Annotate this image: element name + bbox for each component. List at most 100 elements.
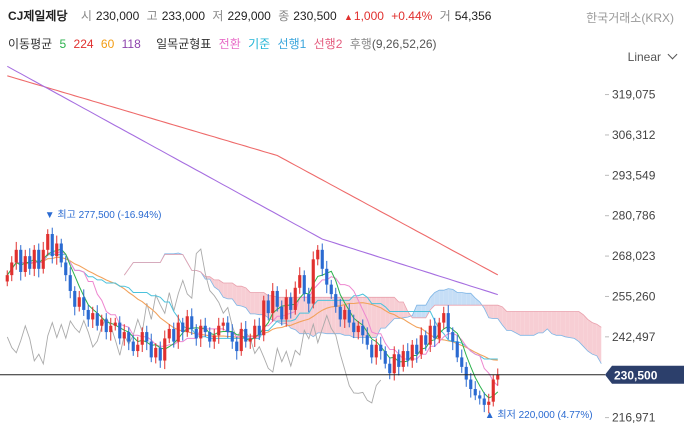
ichimoku-cloud-segment [470,293,476,306]
candle-body [190,316,194,329]
candle-body [109,325,113,333]
ichimoku-cloud-segment [317,297,323,333]
ichimoku-cloud-segment [425,297,431,318]
candle-body [406,351,410,361]
candle-body [145,332,149,342]
candle-body [163,338,167,361]
ichimoku-cloud-segment [520,311,525,336]
ichimoku-cloud-segment [556,311,561,336]
candle-body [347,309,351,323]
candle-body [257,325,261,336]
ma-label[interactable]: 이동평균 [8,37,53,51]
candle-body [401,351,405,367]
candle-body [77,297,81,307]
ichimoku-cloud-segment [403,302,408,318]
ichimoku-cloud-segment [529,311,534,336]
ichimoku-cloud-segment [475,298,480,306]
candle-body [320,249,324,269]
ichimoku-cloud-segment [565,311,570,338]
ma-224-line [7,75,499,276]
ichimoku-cloud-segment [569,311,575,339]
candle-body [487,401,491,405]
candle-body [172,328,176,342]
ichimoku-cloud-segment [304,297,309,334]
candle-body [100,319,104,326]
ichimoku-cloud-segment [457,292,462,306]
ichimoku-cloud-segment [223,283,228,299]
candle-body [356,325,360,333]
y-tick-label: 306,312 [612,128,656,142]
ichimoku-params: (9,26,52,26) [371,37,437,51]
candle-body [221,322,225,326]
ichimoku-cloud-segment [389,297,395,324]
candle-body [113,322,117,326]
senkou-b-label: 선행2 [313,37,343,51]
scale-dropdown[interactable]: Linear [628,49,678,64]
candle-body [307,294,311,304]
ichimoku-cloud-segment [560,311,566,337]
open-label: 시 [80,9,92,23]
ma-60-line [6,256,498,361]
candle-body [343,309,347,320]
y-tick-label: 242,497 [612,330,656,344]
candle-body [491,379,495,402]
candle-body [455,341,459,358]
ichimoku-cloud-segment [299,297,305,334]
candle-body [302,275,306,295]
ichimoku-label[interactable]: 일목균형표 [156,37,212,51]
ichimoku-cloud-segment [452,289,458,306]
candle-body [316,249,320,260]
candle-body [311,259,315,304]
ichimoku-cloud-segment [394,297,399,319]
candle-body [271,290,275,314]
y-tick-label: 268,023 [612,249,656,263]
ichimoku-cloud-segment [371,297,377,338]
candle-body [379,344,383,352]
indicator-legend: 이동평균 5 224 60 118 일목균형표 전환 기준 선행1 선행2 후행… [8,35,441,52]
candle-body [212,335,216,342]
ichimoku-cloud-segment [502,306,507,331]
stock-symbol[interactable]: CJ제일제당 [8,9,68,23]
ichimoku-cloud-segment [542,311,548,333]
candle-body [239,328,243,352]
chart-header: CJ제일제당 시 230,000 고 233,000 저 229,000 종 230,5… [0,0,688,64]
ichimoku-cloud-segment [592,322,597,356]
ichimoku-cloud-segment [241,286,246,308]
candle-body [176,322,180,342]
candle-body [383,351,387,364]
ma-118-line [7,65,498,296]
current-price-box [605,365,684,384]
candle-body [194,328,198,339]
ichimoku-cloud-segment [587,319,593,355]
candle-body [451,332,455,342]
candle-body [280,306,284,320]
candle-body [199,325,203,339]
candle-body [365,335,369,345]
ichimoku-cloud-segment [443,288,449,306]
candle-body [167,328,171,339]
candle-body [41,249,45,269]
ichimoku-cloud-segment [578,311,584,347]
ichimoku-cloud-segment [434,290,440,306]
candle-body [23,256,27,272]
low-price-marker: ▲ 최저 220,000 (4.77%) [485,409,593,421]
ichimoku-cloud-segment [551,311,557,336]
candle-body [284,297,288,320]
ichimoku-cloud-segment [218,279,224,298]
candle-body [262,300,266,336]
high-label: 고 [146,9,158,23]
candle-body [460,357,464,367]
candle-body [361,325,365,336]
candle-body [230,332,234,342]
high-value: 233,000 [161,9,206,23]
candle-body [289,297,293,310]
candle-body [415,344,419,355]
low-value: 229,000 [227,9,271,23]
candle-body [473,389,477,396]
ichimoku-cloud-segment [344,297,350,336]
ma-5-line [6,248,499,399]
change-value: 1,000 [353,9,384,23]
ichimoku-cloud-segment [538,311,543,333]
candle-body [334,294,338,307]
